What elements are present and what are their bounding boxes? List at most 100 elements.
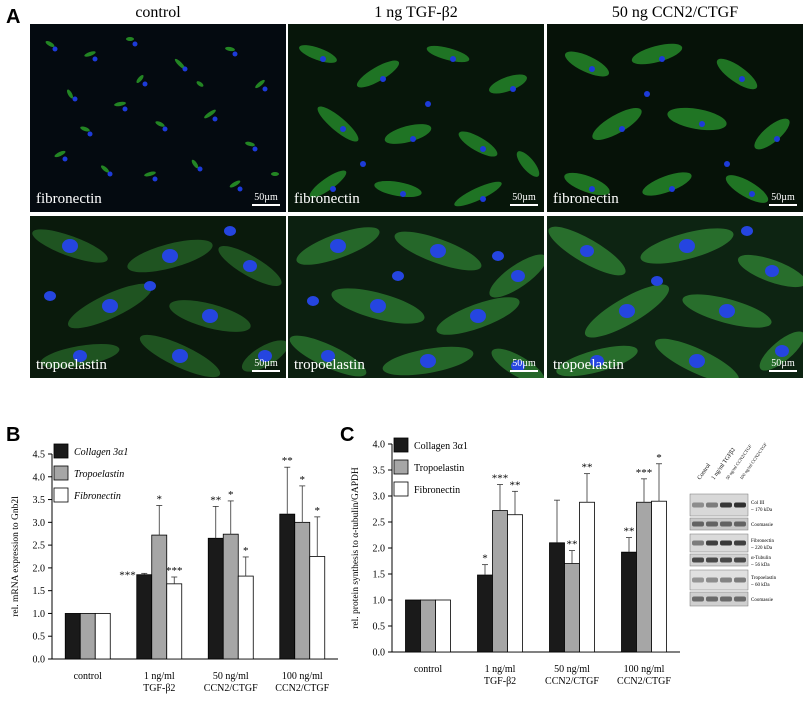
legend-swatch [393, 481, 409, 497]
significance-marker: *** [492, 473, 509, 485]
stain-label-tropoelastin-tgf: tropoelastin [294, 357, 365, 373]
micrograph-tropoelastin-tgf: tropoelastin 50µm [288, 216, 544, 378]
blot-band [720, 577, 732, 583]
y-tick-label: 2.5 [373, 518, 386, 529]
bar [309, 556, 326, 660]
column-title-tgf: 1 ng TGF-β2 [374, 4, 458, 21]
blot-band [706, 596, 718, 602]
bar [651, 500, 667, 653]
y-tick-label: 1.0 [33, 609, 46, 620]
bar [420, 599, 436, 653]
y-tick-label: 3.0 [373, 492, 386, 503]
blot-band [734, 577, 746, 583]
column-title-ccn2: 50 ng CCN2/CTGF [611, 4, 739, 21]
blot-band [692, 557, 704, 563]
blot-band-label: α-Tubulin [751, 556, 771, 561]
blot-membrane [689, 569, 749, 591]
x-category-label: CCN2/CTGF [275, 683, 329, 694]
bar [405, 599, 421, 653]
blot-membrane [689, 553, 749, 567]
bar [492, 510, 508, 653]
significance-marker: ** [510, 479, 521, 491]
scale-bar-fibronectin-control: 50µm [252, 192, 280, 206]
stain-label-fibronectin-control: fibronectin [36, 191, 102, 207]
blot-band [734, 557, 746, 563]
x-category-label: control [74, 671, 103, 682]
x-category-label: TGF-β2 [143, 683, 175, 694]
blot-band [692, 502, 704, 508]
blot-band [720, 540, 732, 546]
significance-marker: * [228, 489, 234, 501]
panel-b-letter: B [6, 424, 21, 446]
tropoelastin-control-image [30, 216, 286, 378]
legend-swatch [393, 459, 409, 475]
blot-band [706, 577, 718, 583]
blot-band [734, 540, 746, 546]
blot-band [720, 557, 732, 563]
scale-bar-tropoelastin-ccn2: 50µm [769, 358, 797, 372]
x-category-label: CCN2/CTGF [545, 676, 599, 687]
y-tick-label: 2.5 [33, 541, 46, 552]
blot-membrane [689, 493, 749, 517]
blot-band-label: Fibronectin [751, 539, 775, 544]
bar [151, 534, 168, 660]
scale-bar-tropoelastin-tgf: 50µm [510, 358, 538, 372]
micrograph-tropoelastin-control: tropoelastin 50µm [30, 216, 286, 378]
blot-band-label: Tropoelastin [751, 576, 777, 581]
significance-marker: *** [636, 467, 653, 479]
legend-swatch [53, 465, 69, 481]
blot-band [720, 596, 732, 602]
significance-marker: ** [582, 462, 593, 474]
bar [507, 514, 523, 653]
bar [279, 513, 296, 660]
bar [579, 501, 595, 653]
y-tick-label: 0.0 [33, 655, 46, 666]
significance-marker: *** [119, 570, 136, 582]
blot-band [720, 521, 732, 527]
significance-marker: * [300, 474, 306, 486]
bar [294, 521, 311, 660]
y-tick-label: 0.0 [373, 648, 386, 659]
y-tick-label: 4.0 [373, 440, 386, 451]
fibronectin-tgf-image [288, 24, 544, 212]
fibronectin-ccn2-image [547, 24, 803, 212]
blot-band-size: ~ 220 kDa [751, 546, 773, 551]
x-category-label: 50 ng/ml [554, 664, 590, 675]
bar [64, 613, 81, 660]
significance-marker: * [315, 505, 321, 517]
legend-swatch [393, 437, 409, 453]
y-tick-label: 3.0 [33, 518, 46, 529]
tropoelastin-tgf-image [288, 216, 544, 378]
stain-label-tropoelastin-control: tropoelastin [36, 357, 107, 373]
bar [166, 583, 183, 660]
blot-band-label: Coomassie [751, 523, 774, 528]
y-tick-label: 3.5 [33, 495, 46, 506]
bar [549, 542, 565, 653]
blot-band [692, 596, 704, 602]
x-category-label: 50 ng/ml [213, 671, 249, 682]
blot-band-label: Coomassie [751, 598, 774, 603]
bar [564, 563, 580, 653]
chart-b-mrna-expression: 0.0 0.5 1.0 1.5 2.0 2.5 3.0 3.5 4.0 4.5 rel. mRNA … [11, 443, 338, 694]
micrograph-fibronectin-control: fibronectin 50µm [30, 24, 286, 212]
scale-bar-fibronectin-ccn2: 50µm [769, 192, 797, 206]
x-category-label: 100 ng/ml [282, 671, 323, 682]
blot-band [734, 521, 746, 527]
x-category-label: 1 ng/ml [485, 664, 516, 675]
x-category-label: control [414, 664, 443, 675]
legend-label: Collagen 3α1 [414, 441, 468, 452]
significance-marker: * [243, 545, 249, 557]
blot-band [734, 596, 746, 602]
y-tick-label: 4.0 [33, 472, 46, 483]
legend-swatch [53, 487, 69, 503]
blot-band [706, 521, 718, 527]
blot-band-size: ~ 170 kDa [751, 508, 773, 513]
chart-c-protein-synthesis: 0.0 0.5 1.0 1.5 2.0 2.5 3.0 3.5 4.0 rel. protein … [351, 437, 680, 687]
bar [636, 501, 652, 653]
y-axis-label: rel. mRNA expression to Gnb2l [11, 496, 21, 617]
fibronectin-control-image [30, 24, 286, 212]
y-tick-label: 1.0 [373, 596, 386, 607]
legend-label: Fibronectin [73, 491, 121, 502]
micrograph-fibronectin-tgf: fibronectin 50µm [288, 24, 544, 212]
legend-label: Tropoelastin [74, 469, 124, 480]
